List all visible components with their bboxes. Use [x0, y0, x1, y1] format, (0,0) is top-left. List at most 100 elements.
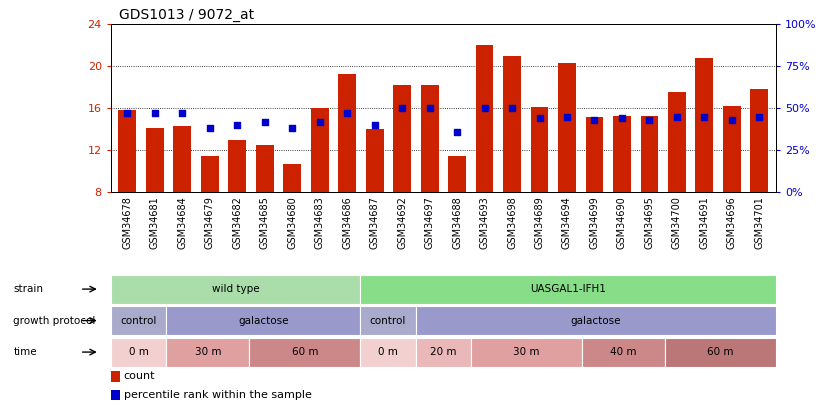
- Text: GSM34684: GSM34684: [177, 196, 187, 249]
- Text: 40 m: 40 m: [610, 347, 637, 357]
- Text: GSM34680: GSM34680: [287, 196, 297, 249]
- Point: [671, 113, 684, 120]
- Point: [643, 117, 656, 123]
- Bar: [338, 74, 356, 192]
- Point: [561, 113, 574, 120]
- Bar: [420, 85, 438, 192]
- Point: [396, 105, 409, 111]
- Bar: [665, 338, 776, 367]
- Bar: [503, 55, 521, 192]
- Text: 30 m: 30 m: [195, 347, 221, 357]
- Bar: [415, 338, 471, 367]
- Text: galactose: galactose: [238, 315, 288, 326]
- Text: GSM34692: GSM34692: [397, 196, 407, 249]
- Text: GSM34682: GSM34682: [232, 196, 242, 249]
- Bar: [750, 90, 768, 192]
- Bar: [228, 140, 246, 192]
- Point: [588, 117, 601, 123]
- Text: 20 m: 20 m: [430, 347, 456, 357]
- Bar: [111, 338, 166, 367]
- Text: GSM34687: GSM34687: [369, 196, 379, 249]
- Point: [258, 119, 271, 125]
- Text: control: control: [121, 315, 157, 326]
- Bar: [695, 58, 713, 192]
- Point: [203, 125, 216, 132]
- Bar: [118, 110, 136, 192]
- Text: GDS1013 / 9072_at: GDS1013 / 9072_at: [119, 8, 255, 22]
- Bar: [640, 115, 658, 192]
- Bar: [393, 85, 411, 192]
- Text: 0 m: 0 m: [129, 347, 149, 357]
- Text: GSM34685: GSM34685: [259, 196, 270, 249]
- Point: [506, 105, 519, 111]
- Bar: [723, 106, 741, 192]
- Point: [451, 128, 464, 135]
- Bar: [471, 338, 582, 367]
- Bar: [111, 275, 360, 304]
- Text: 0 m: 0 m: [378, 347, 398, 357]
- Bar: [582, 338, 665, 367]
- Text: 30 m: 30 m: [513, 347, 539, 357]
- Text: GSM34701: GSM34701: [754, 196, 764, 249]
- Bar: [283, 164, 301, 192]
- Text: GSM34683: GSM34683: [314, 196, 324, 249]
- Point: [725, 117, 738, 123]
- Point: [286, 125, 299, 132]
- Bar: [111, 371, 120, 382]
- Text: GSM34681: GSM34681: [149, 196, 160, 249]
- Text: GSM34695: GSM34695: [644, 196, 654, 249]
- Point: [313, 119, 326, 125]
- Text: strain: strain: [13, 284, 44, 294]
- Bar: [558, 63, 576, 192]
- Bar: [360, 275, 776, 304]
- Text: GSM34699: GSM34699: [589, 196, 599, 249]
- Text: GSM34690: GSM34690: [617, 196, 627, 249]
- Text: GSM34678: GSM34678: [122, 196, 132, 249]
- Point: [368, 122, 381, 128]
- Point: [753, 113, 766, 120]
- Bar: [415, 306, 776, 335]
- Text: wild type: wild type: [212, 284, 259, 294]
- Point: [341, 110, 354, 117]
- Text: GSM34696: GSM34696: [727, 196, 737, 249]
- Point: [478, 105, 491, 111]
- Bar: [256, 145, 273, 192]
- Text: GSM34697: GSM34697: [424, 196, 434, 249]
- Text: GSM34691: GSM34691: [699, 196, 709, 249]
- Bar: [111, 306, 166, 335]
- Bar: [146, 128, 163, 192]
- Bar: [111, 390, 120, 400]
- Text: GSM34698: GSM34698: [507, 196, 517, 249]
- Bar: [166, 338, 250, 367]
- Text: GSM34693: GSM34693: [479, 196, 489, 249]
- Bar: [360, 306, 415, 335]
- Bar: [365, 129, 383, 192]
- Point: [121, 110, 134, 117]
- Text: UASGAL1-IFH1: UASGAL1-IFH1: [530, 284, 606, 294]
- Text: time: time: [13, 347, 37, 357]
- Bar: [668, 92, 686, 192]
- Text: growth protocol: growth protocol: [13, 315, 96, 326]
- Text: GSM34700: GSM34700: [672, 196, 682, 249]
- Bar: [173, 126, 191, 192]
- Bar: [530, 107, 548, 192]
- Bar: [448, 156, 466, 192]
- Point: [698, 113, 711, 120]
- Text: count: count: [124, 371, 155, 382]
- Text: GSM34688: GSM34688: [452, 196, 462, 249]
- Bar: [166, 306, 360, 335]
- Point: [149, 110, 162, 117]
- Bar: [250, 338, 360, 367]
- Text: GSM34689: GSM34689: [534, 196, 544, 249]
- Text: GSM34694: GSM34694: [562, 196, 572, 249]
- Bar: [360, 338, 415, 367]
- Point: [176, 110, 189, 117]
- Bar: [201, 156, 218, 192]
- Text: percentile rank within the sample: percentile rank within the sample: [124, 390, 311, 400]
- Text: GSM34679: GSM34679: [204, 196, 215, 249]
- Point: [231, 122, 244, 128]
- Point: [533, 115, 546, 122]
- Text: 60 m: 60 m: [707, 347, 734, 357]
- Bar: [311, 108, 328, 192]
- Bar: [585, 117, 603, 192]
